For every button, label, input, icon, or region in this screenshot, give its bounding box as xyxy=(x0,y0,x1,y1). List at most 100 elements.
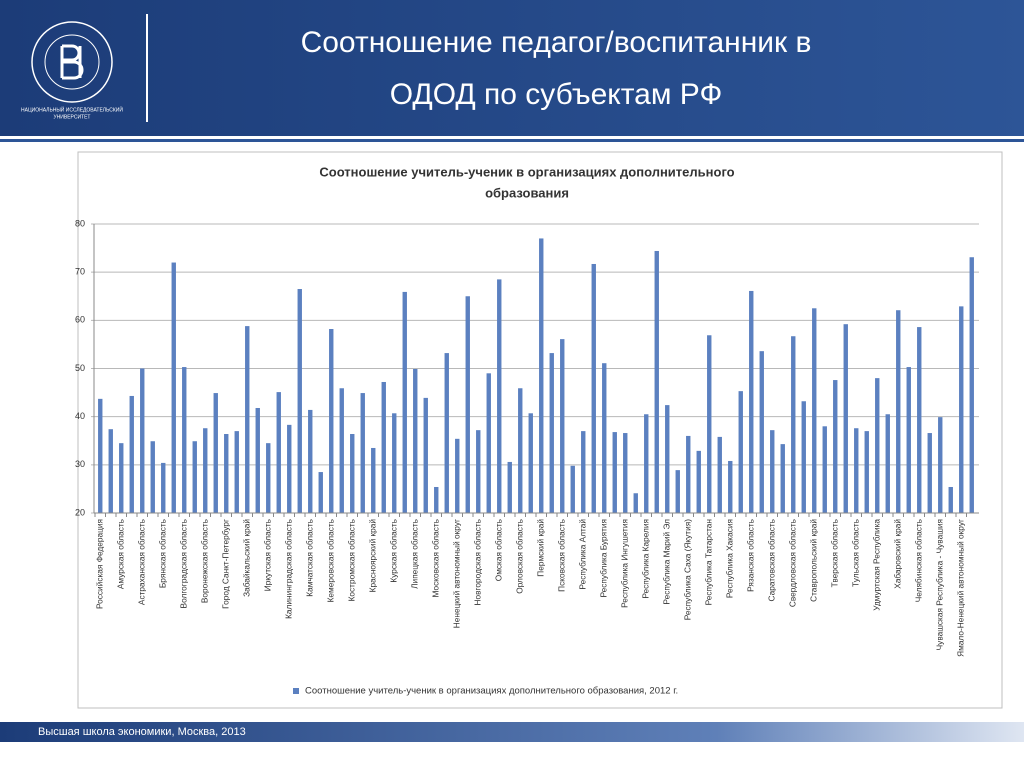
x-tick-label: Челябинская область xyxy=(913,519,923,602)
bar xyxy=(623,433,628,513)
x-tick-label: Республика Алтай xyxy=(577,519,587,590)
bar xyxy=(959,306,964,513)
bar xyxy=(927,433,932,513)
bar xyxy=(119,443,124,513)
x-tick-label: Ставропольский край xyxy=(808,519,818,602)
bar xyxy=(633,493,638,513)
x-tick-label: Ямало-Ненецкий автономный округ xyxy=(955,519,965,657)
footer-text: Высшая школа экономики, Москва, 2013 xyxy=(38,726,246,738)
x-tick-label: Российская Федерация xyxy=(94,519,104,609)
bar xyxy=(203,428,208,513)
legend-label: Соотношение учитель-ученик в организация… xyxy=(305,686,678,697)
slide-title: Соотношение педагог/воспитанник в xyxy=(301,26,812,59)
bar xyxy=(749,290,754,513)
bar xyxy=(675,470,680,513)
y-tick-label: 30 xyxy=(75,459,85,469)
x-tick-label: Волгоградская область xyxy=(178,519,188,608)
x-tick-label: Республика Саха (Якутия) xyxy=(682,519,692,620)
bar xyxy=(791,336,796,513)
x-tick-label: Липецкая область xyxy=(409,519,419,589)
x-tick-label: Забайкальский край xyxy=(241,519,251,597)
bar xyxy=(413,368,418,513)
bar xyxy=(696,450,701,513)
bar xyxy=(833,380,838,513)
x-tick-label: Омская область xyxy=(493,519,503,581)
x-tick-label: Кемеровская область xyxy=(325,519,335,602)
bar xyxy=(360,393,365,513)
x-tick-label: Курская область xyxy=(388,519,398,583)
bar xyxy=(455,438,460,513)
bar xyxy=(486,373,491,513)
bar xyxy=(161,462,166,513)
bar xyxy=(570,465,575,513)
y-tick-label: 40 xyxy=(75,411,85,421)
x-tick-label: Калининградская область xyxy=(283,519,293,619)
bar xyxy=(339,388,344,513)
plot: 20 30 40 50 60 70 80 Российская Федерация Амурск… xyxy=(75,218,979,697)
bar xyxy=(350,434,355,513)
bar xyxy=(213,393,218,513)
bar xyxy=(371,447,376,513)
logo-mark xyxy=(60,44,84,80)
x-tick-label: Костромская область xyxy=(346,519,356,601)
bar xyxy=(906,367,911,513)
y-tick-label: 80 xyxy=(75,218,85,228)
bar xyxy=(465,296,470,513)
x-tick-label: Тверская область xyxy=(829,519,839,587)
x-tick-label: Республика Бурятия xyxy=(598,519,608,598)
bar xyxy=(885,414,890,513)
bar xyxy=(948,486,953,513)
bar xyxy=(528,413,533,513)
bar xyxy=(707,335,712,513)
chart-title: образования xyxy=(485,185,569,200)
logo-caption: УНИВЕРСИТЕТ xyxy=(54,114,91,120)
logo-ring-inner xyxy=(44,34,100,90)
x-tick-label: Город Санкт-Петербург xyxy=(220,519,230,609)
bar xyxy=(812,308,817,513)
x-tick-label: Брянская область xyxy=(157,519,167,588)
bar xyxy=(518,388,523,513)
bar xyxy=(665,405,670,513)
bar xyxy=(255,407,260,513)
x-tick-label: Тульская область xyxy=(850,519,860,587)
bar xyxy=(770,430,775,513)
x-tick-label: Чувашская Республика - Чувашия xyxy=(934,519,944,650)
bar xyxy=(875,378,880,513)
x-tick-label: Рязанская область xyxy=(745,519,755,592)
bar xyxy=(287,424,292,513)
header-band xyxy=(0,0,1024,136)
bar xyxy=(392,413,397,513)
bar xyxy=(759,351,764,513)
x-tick-label: Московская область xyxy=(430,519,440,598)
bar xyxy=(686,435,691,513)
bar xyxy=(896,310,901,513)
bar xyxy=(738,391,743,513)
x-tick-label: Новгородская область xyxy=(472,519,482,605)
header-divider xyxy=(146,14,148,122)
x-tick-label: Иркутская область xyxy=(262,519,272,591)
x-tick-label: Саратовская область xyxy=(766,519,776,601)
x-tick-label: Удмуртская Республика xyxy=(871,519,881,611)
x-tick-label: Амурская область xyxy=(115,519,125,589)
x-tick-label: Орловская область xyxy=(514,519,524,594)
y-tick-label: 60 xyxy=(75,315,85,325)
x-tick-label: Воронежская область xyxy=(199,519,209,603)
bar xyxy=(182,367,187,513)
bar xyxy=(140,368,145,513)
footer-band xyxy=(0,722,1024,742)
bar xyxy=(612,432,617,513)
bar xyxy=(318,472,323,513)
bar xyxy=(381,381,386,513)
bar xyxy=(476,430,481,513)
header-rule xyxy=(0,139,1024,142)
y-tick-label: 50 xyxy=(75,363,85,373)
bar xyxy=(234,431,239,513)
x-tick-label: Ненецкий автономный округ xyxy=(451,519,461,628)
bar xyxy=(728,460,733,513)
chart-title: Соотношение учитель-ученик в организация… xyxy=(319,164,734,179)
x-tick-label: Республика Марий Эл xyxy=(661,519,671,605)
logo-ring xyxy=(31,21,113,103)
x-tick-label: Республика Хакасия xyxy=(724,519,734,598)
